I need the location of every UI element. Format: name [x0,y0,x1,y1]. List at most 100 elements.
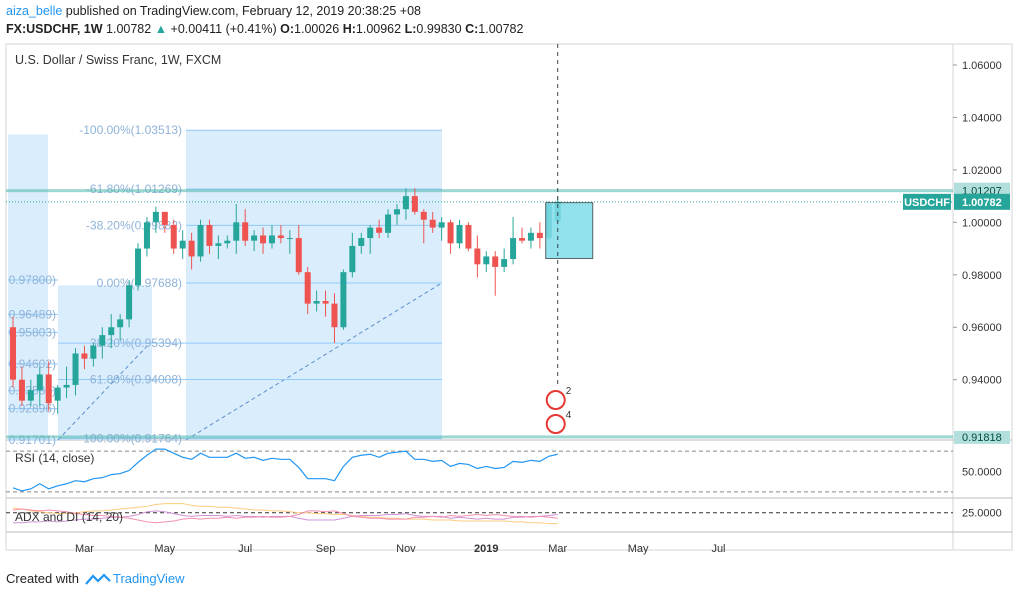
time-tick-label: May [154,543,175,555]
fib-trend-line [57,342,151,441]
last-price: 1.00782 [106,22,152,36]
fib-level-label: 38.20%(0.95394) [90,336,182,350]
adx-series-line [12,508,558,524]
candle-body [188,240,195,257]
fib-left-label: 0.96489) [9,307,56,321]
support-tag-label: 0.91818 [962,432,1002,444]
candle-body [536,232,543,239]
candle-body [340,272,347,328]
fib-level-label: -61.80%(1.01269) [86,182,182,196]
candle-body [367,227,374,239]
ohlc-line: FX:USDCHF, 1W 1.00782 ▲ +0.00411 (+0.41%… [6,22,523,36]
close-value: 1.00782 [478,22,524,36]
candle-body [179,240,186,249]
candle-body [474,248,481,265]
candle-body [54,387,61,401]
candle-body [510,238,517,260]
tradingview-brand[interactable]: TradingView [112,571,185,586]
price-tick-label: 1.06000 [962,60,1002,72]
chart-title: U.S. Dollar / Swiss Franc, 1W, FXCM [15,53,221,67]
candle-body [206,224,213,246]
candle-body [286,238,293,240]
event-count: 2 [566,386,572,397]
open-label: O: [280,22,295,36]
candle-body [99,335,106,346]
resistance-line [6,189,953,193]
candle-body [170,224,177,249]
candle-body [36,374,43,391]
candle-body [224,240,231,244]
support-tag [954,430,1010,444]
current-price-tag [954,193,1010,210]
price-tick-label: 1.02000 [962,165,1002,177]
candle-body [322,301,329,304]
candle-body [161,211,168,225]
candle-body [420,211,427,220]
fib-left-label: 0.94602) [9,357,56,371]
candle-body [393,209,400,215]
close-label: C: [465,22,479,36]
rsi-title: RSI (14, close) [15,451,94,465]
time-tick-label: 2019 [474,543,498,555]
open-value: 1.00026 [294,22,340,36]
publish-line: aiza_belle published on TradingView.com,… [6,4,421,18]
candle-body [143,222,150,249]
candle-body [18,379,25,401]
candle-body [117,319,124,328]
fib-zone-right [186,130,442,440]
candle-body [63,384,70,388]
event-flag-icon [545,390,566,410]
candle-body [438,222,445,228]
candle-body [313,301,320,304]
candle-body [215,243,222,246]
candle-body [447,222,454,244]
change-value: +0.00411 (+0.41%) [170,22,277,36]
candle-body [135,248,142,286]
low-label: L: [404,22,417,36]
current-price-tag-label: 1.00782 [962,197,1002,209]
adx-title: ADX and DI (14, 20) [15,510,123,524]
candle-body [260,235,267,244]
event-count: 4 [566,410,572,421]
candle-body [72,353,79,385]
fib-level-label: 61.80%(0.94008) [90,372,182,386]
candle-body [402,196,409,210]
time-tick-label: Sep [316,543,336,555]
candle-body [197,224,204,257]
fib-trend-line [185,282,443,441]
candle-body [331,303,338,328]
time-tick-label: Jul [238,543,252,555]
candle-body [233,222,240,241]
candle-body [268,235,275,244]
candle-body [295,238,302,273]
price-tick-label: 1.00000 [962,217,1002,229]
time-tick-label: Jul [711,543,725,555]
target-box [545,202,594,260]
fib-left-label: 0.97800) [9,273,56,287]
candle-body [456,224,463,244]
created-with-text: Created with [6,571,79,586]
fib-zone-mid [58,285,152,440]
candle-body [376,227,383,233]
author-link[interactable]: aiza_belle [6,4,63,18]
up-arrow-icon: ▲ [154,22,168,36]
candle-body [483,256,490,265]
event-flag-icon [545,414,566,434]
published-text: published on TradingView.com, February 1… [65,4,422,18]
candle-body [519,238,526,241]
time-tick-label: Mar [75,543,94,555]
candle-body [358,238,365,246]
adx-series-line [12,503,558,525]
footer: Created with TradingView [6,571,185,586]
rsi-line [12,448,558,492]
price-tick-label: 0.94000 [962,375,1002,387]
price-tick-label: 1.04000 [962,112,1002,124]
candle-body [492,256,499,267]
high-label: H: [342,22,356,36]
candle-body [304,272,311,304]
tradingview-logo-icon [85,572,111,585]
candle-body [27,390,34,401]
candle-body [242,222,249,241]
candle-body [10,327,16,380]
